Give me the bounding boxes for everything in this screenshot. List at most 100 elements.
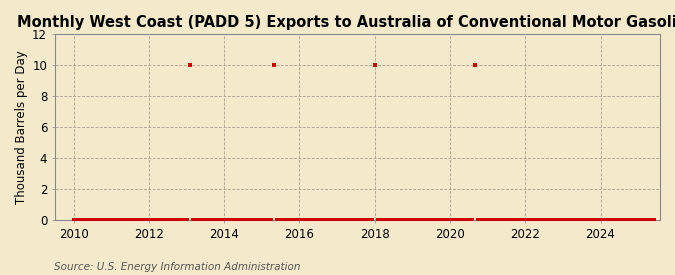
Point (297, 218, 308, 222)
Point (78, 218, 88, 222)
Point (344, 218, 355, 222)
Point (520, 218, 531, 222)
Point (316, 218, 327, 222)
Point (614, 218, 625, 222)
Point (626, 218, 637, 222)
Point (171, 218, 182, 222)
Point (489, 218, 500, 222)
Point (269, 63, 279, 67)
Point (379, 218, 389, 222)
Point (253, 218, 264, 222)
Point (548, 218, 559, 222)
Point (466, 218, 477, 222)
Point (445, 218, 456, 222)
Point (398, 218, 408, 222)
Point (244, 218, 254, 222)
Point (438, 218, 449, 222)
Point (394, 218, 405, 222)
Point (517, 218, 528, 222)
Point (319, 218, 330, 222)
Point (140, 218, 151, 222)
Point (209, 218, 220, 222)
Point (460, 218, 471, 222)
Point (454, 218, 465, 222)
Point (495, 218, 506, 222)
Point (526, 218, 537, 222)
Point (482, 218, 493, 222)
Point (535, 218, 546, 222)
Point (341, 218, 352, 222)
Point (472, 218, 483, 222)
Point (165, 218, 176, 222)
Point (479, 218, 490, 222)
Point (278, 218, 289, 222)
Point (313, 218, 323, 222)
Point (219, 218, 230, 222)
Point (595, 218, 606, 222)
Point (608, 218, 618, 222)
Point (137, 218, 148, 222)
Point (583, 218, 593, 222)
Point (159, 218, 170, 222)
Point (514, 218, 524, 222)
Point (175, 218, 186, 222)
Point (632, 218, 643, 222)
Point (586, 218, 597, 222)
Point (620, 218, 631, 222)
Point (354, 218, 364, 222)
Point (331, 218, 342, 222)
Point (300, 218, 311, 222)
Point (570, 218, 581, 222)
Point (100, 218, 111, 222)
Point (639, 218, 650, 222)
Point (213, 218, 223, 222)
Point (81, 218, 92, 222)
Point (162, 218, 173, 222)
Point (131, 218, 142, 222)
Point (93, 218, 104, 222)
Point (184, 63, 195, 67)
Point (448, 218, 458, 222)
Point (247, 218, 258, 222)
Point (601, 218, 612, 222)
Point (429, 218, 439, 222)
Point (304, 218, 315, 222)
Point (579, 218, 590, 222)
Point (498, 218, 509, 222)
Point (375, 218, 386, 222)
Point (554, 218, 565, 222)
Point (288, 218, 298, 222)
Point (68, 218, 79, 222)
Point (451, 218, 462, 222)
Point (87, 218, 98, 222)
Point (576, 218, 587, 222)
Point (194, 218, 205, 222)
Point (504, 218, 515, 222)
Point (357, 218, 368, 222)
Point (329, 218, 340, 222)
Point (169, 218, 180, 222)
Text: Source: U.S. Energy Information Administration: Source: U.S. Energy Information Administ… (54, 262, 300, 272)
Point (200, 218, 211, 222)
Point (413, 218, 424, 222)
Point (392, 218, 402, 222)
Point (558, 218, 568, 222)
Point (501, 218, 512, 222)
Point (491, 218, 502, 222)
Point (232, 218, 242, 222)
Point (592, 218, 603, 222)
Point (74, 218, 85, 222)
Point (363, 218, 374, 222)
Point (197, 218, 208, 222)
Point (122, 218, 132, 222)
Point (338, 218, 349, 222)
Y-axis label: Thousand Barrels per Day: Thousand Barrels per Day (15, 50, 28, 204)
Point (325, 218, 336, 222)
Point (275, 218, 286, 222)
Point (573, 218, 584, 222)
Point (90, 218, 101, 222)
Point (623, 218, 634, 222)
Point (419, 218, 430, 222)
Point (636, 218, 647, 222)
Point (156, 218, 167, 222)
